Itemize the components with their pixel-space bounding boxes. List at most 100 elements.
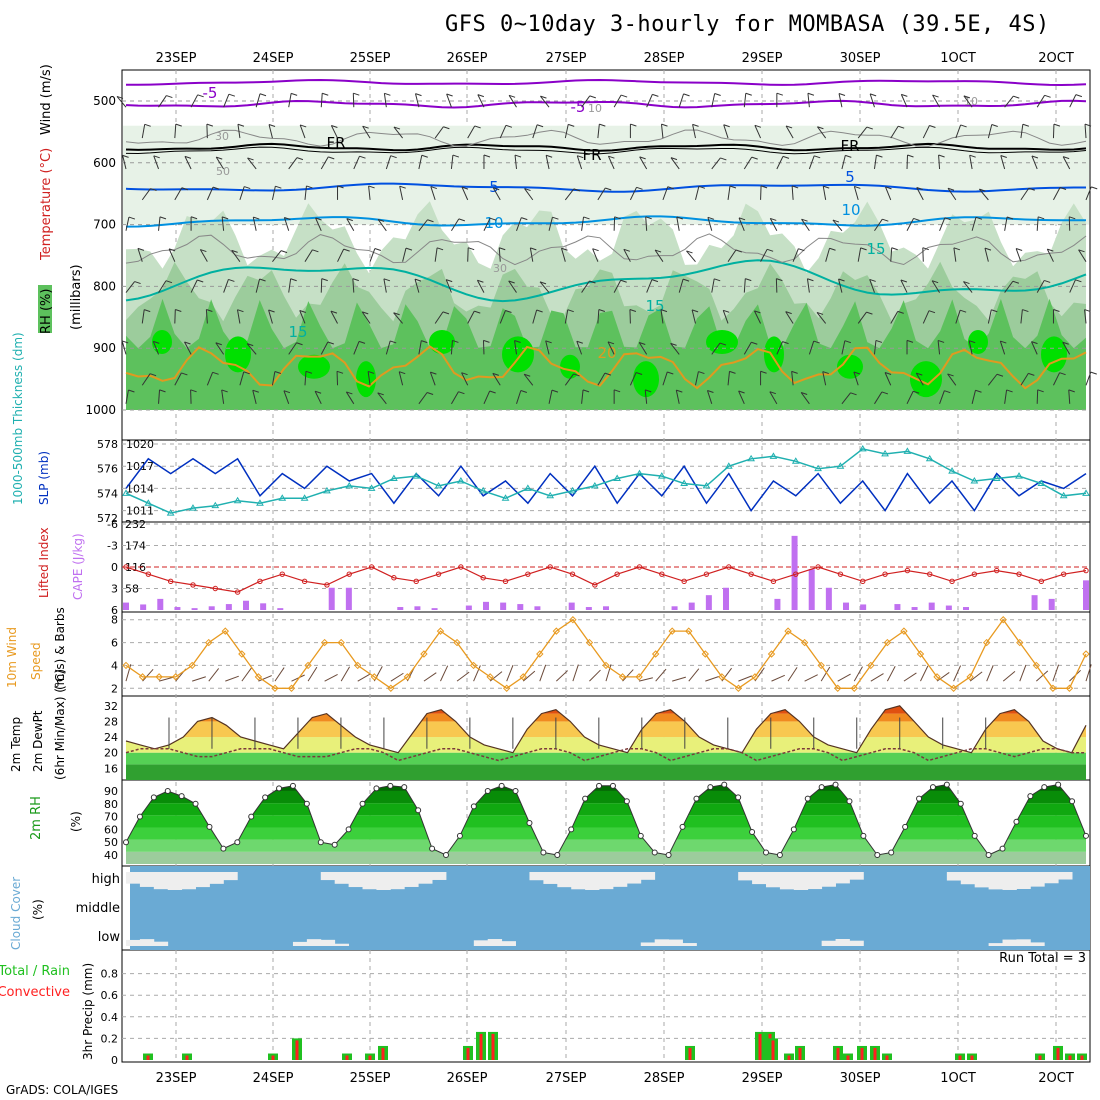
wind-barb bbox=[1053, 187, 1061, 201]
wind-barb-flag bbox=[751, 341, 758, 345]
wind-barb bbox=[168, 248, 176, 262]
cape-bar bbox=[465, 605, 472, 610]
wind-barb bbox=[434, 126, 444, 139]
wind-barb bbox=[304, 371, 307, 386]
wind-barb-flag bbox=[283, 390, 291, 394]
wind-barb-flag bbox=[1031, 341, 1038, 345]
wind-barb-flag bbox=[374, 248, 382, 251]
wind-barb bbox=[141, 309, 145, 324]
wind-barb bbox=[529, 247, 534, 262]
wind-barb-flag bbox=[745, 278, 752, 282]
cloud-low-gap bbox=[654, 939, 670, 946]
temp-tick: 28 bbox=[104, 715, 118, 728]
wind-barb bbox=[255, 278, 261, 293]
wind-barb-flag bbox=[651, 279, 659, 283]
rh-marker bbox=[596, 782, 603, 789]
precip-tick: 0.6 bbox=[101, 989, 119, 1002]
wind-barb bbox=[450, 391, 459, 405]
wind-barb-flag bbox=[493, 187, 500, 191]
rh-marker bbox=[860, 832, 867, 839]
wind-barb bbox=[707, 217, 713, 231]
wind-barb-flag bbox=[322, 92, 329, 96]
wind-barb-flag bbox=[944, 390, 951, 394]
wind-barb-flag bbox=[153, 155, 160, 159]
wind-barb-flag bbox=[458, 218, 466, 222]
wind-barb-flag bbox=[165, 280, 173, 284]
rh-marker bbox=[1013, 818, 1020, 825]
li-marker bbox=[882, 571, 888, 577]
wind-barb-flag bbox=[312, 249, 319, 253]
wind-barb bbox=[283, 217, 290, 231]
cloud-high-gap bbox=[974, 872, 990, 888]
wind10m-marker bbox=[420, 650, 428, 658]
wind-barb-flag bbox=[1059, 187, 1067, 190]
wind-barb-flag bbox=[645, 216, 652, 220]
wind-barb-flag bbox=[776, 278, 783, 282]
wind-barb bbox=[1036, 216, 1039, 231]
wind-barb-flag bbox=[963, 95, 971, 99]
wind-barb bbox=[987, 124, 993, 139]
wind-barb-flag bbox=[817, 126, 824, 130]
thickness-tick: 574 bbox=[97, 487, 118, 500]
li-marker bbox=[190, 582, 196, 588]
wind-barb-flag bbox=[798, 248, 805, 252]
wind-barb bbox=[676, 216, 680, 231]
wind-barb bbox=[971, 217, 977, 231]
wind-barb-flag bbox=[928, 310, 936, 314]
wind-barb bbox=[969, 155, 973, 170]
cape-bar bbox=[328, 587, 335, 610]
date-label-bottom: 2OCT bbox=[1038, 1071, 1074, 1086]
wind-barb-flag bbox=[200, 249, 207, 253]
wind-barb bbox=[932, 94, 940, 108]
date-label-bottom: 30SEP bbox=[840, 1071, 881, 1086]
wind-barb bbox=[418, 340, 422, 355]
wind-barb-flag bbox=[589, 280, 596, 284]
li-marker bbox=[993, 567, 1000, 574]
wind-barb-flag bbox=[206, 123, 214, 127]
wind-barb bbox=[808, 340, 815, 355]
cape-bar bbox=[534, 606, 541, 610]
wind-barb bbox=[215, 342, 225, 355]
wind-barb bbox=[523, 373, 534, 386]
cape-bar bbox=[671, 606, 678, 610]
wind10m-barb bbox=[655, 668, 667, 682]
wind-barb bbox=[869, 279, 875, 293]
wind-barb bbox=[785, 125, 794, 139]
wind-barb-flag bbox=[720, 157, 727, 161]
wind10m-marker bbox=[668, 627, 676, 635]
wind-barb bbox=[330, 125, 338, 139]
wind-barb bbox=[695, 186, 700, 201]
cloud-low-gap bbox=[501, 941, 516, 946]
cape-bar bbox=[1031, 595, 1038, 610]
wind-barb bbox=[545, 155, 550, 170]
wind-barb bbox=[890, 125, 899, 139]
precip-bar-convective bbox=[1068, 1055, 1072, 1060]
rh-marker bbox=[985, 852, 992, 859]
wind-barb bbox=[607, 155, 615, 170]
wind-barb bbox=[539, 281, 550, 293]
wind-barb bbox=[516, 217, 522, 231]
precip-bar-convective bbox=[295, 1040, 299, 1060]
wind-barb bbox=[738, 390, 745, 405]
wind10m-barb bbox=[969, 671, 983, 682]
wind-barb bbox=[184, 156, 192, 170]
wind-barb bbox=[499, 310, 506, 324]
cape-bar bbox=[431, 608, 438, 610]
wind-barb bbox=[450, 340, 453, 355]
precip-bar-convective bbox=[368, 1055, 372, 1060]
wind-barb-flag bbox=[1069, 216, 1076, 220]
contour-label: 15 bbox=[866, 240, 885, 258]
wind-barb-flag bbox=[1038, 216, 1045, 220]
wind-barb bbox=[678, 93, 685, 108]
contour-label: FR bbox=[582, 146, 601, 164]
wind-barb bbox=[252, 390, 257, 404]
wind-barb bbox=[817, 126, 827, 139]
wind-barb-flag bbox=[247, 157, 254, 161]
wind-barb bbox=[320, 93, 323, 108]
wind-barb-flag bbox=[996, 373, 1004, 377]
wind-barb-flag bbox=[421, 154, 428, 158]
wind-barb bbox=[857, 247, 862, 262]
wind-barb bbox=[153, 155, 160, 170]
contour-label: -5 bbox=[571, 98, 586, 116]
wind-barb bbox=[383, 278, 387, 293]
